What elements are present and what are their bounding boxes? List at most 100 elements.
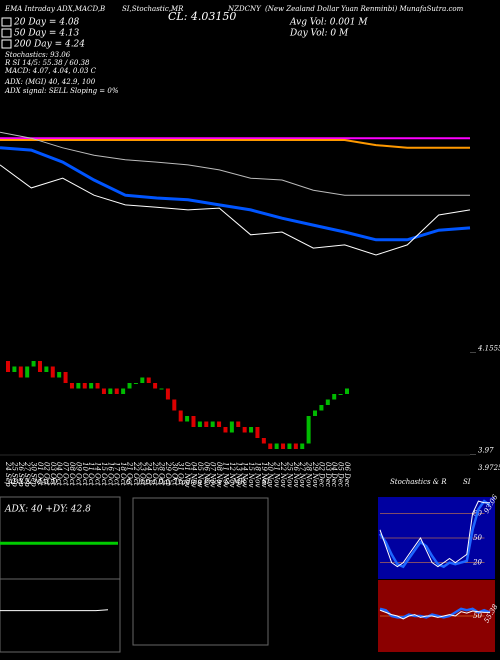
panel-title: SI	[463, 478, 471, 486]
series-line	[378, 499, 491, 569]
y-tick-label: 50	[473, 612, 482, 620]
symbol: NZDCNY	[227, 5, 262, 13]
candle-body	[217, 421, 222, 427]
x-tick-label: 21 Oct	[126, 461, 134, 486]
series-line	[0, 139, 470, 149]
candle-body	[255, 427, 260, 438]
candle-body	[159, 388, 164, 390]
candle-body	[63, 372, 68, 383]
x-tick-label: 18 Nov	[253, 462, 261, 487]
candle-body	[306, 416, 311, 444]
x-tick-label: 16 Oct	[106, 462, 114, 486]
panel-title: ADX & MACD	[7, 478, 58, 486]
y-tick-label: 3.97	[478, 447, 494, 455]
panel-label: 6	[126, 478, 131, 486]
x-tick-label: 20 Nov	[266, 461, 274, 487]
candle-body	[89, 383, 94, 389]
x-tick-label: 05 Dec	[337, 462, 345, 487]
y-tick-label: 50	[473, 534, 482, 542]
rsi: R SI 14/5: 55.38 / 60.38	[4, 59, 90, 67]
x-tick-label: 27 Sep	[23, 461, 31, 487]
x-tick-label: 25 Nov	[285, 461, 293, 487]
x-tick-label: 23 Oct	[138, 461, 146, 486]
x-tick-label: 12 Nov	[228, 462, 236, 487]
macd: MACD: 4.07, 4.04, 0.03 C	[4, 67, 97, 75]
studies: EMA Intraday ADX,MACD,B	[4, 5, 105, 13]
panel-title: Stochastics & R	[390, 478, 447, 486]
candle-body	[165, 388, 170, 400]
close-price: CL: 4.03150	[168, 10, 236, 23]
candle-body	[210, 421, 215, 427]
x-tick-label: 03 Dec	[324, 462, 332, 487]
x-tick-label: 31 Oct	[177, 462, 185, 486]
y-tick-label: 4.1555	[477, 344, 500, 352]
adx-panel	[0, 496, 121, 653]
candle-body	[319, 405, 324, 411]
x-tick-label: 01 Oct	[36, 462, 44, 486]
x-tick-label: 04 Dec	[330, 462, 338, 487]
series-line	[0, 131, 470, 196]
candle-body	[197, 421, 202, 427]
adx: ADX: (MGI) 40, 42.9, 100	[4, 78, 96, 86]
panel-title: SI	[262, 478, 270, 486]
candle-body	[242, 427, 247, 433]
x-tick-label: 27 Nov	[298, 461, 306, 487]
candle-body	[76, 383, 81, 389]
candle-body	[57, 372, 62, 378]
candle-body	[50, 366, 55, 378]
ema50: 50 Day = 4.13	[14, 29, 80, 39]
x-tick-label: 14 Oct	[94, 462, 102, 486]
x-tick-label: 28 Nov	[305, 461, 313, 487]
candle-body	[293, 443, 298, 449]
candle-body	[153, 383, 158, 389]
x-tick-label: 25 Sep	[10, 461, 18, 487]
candle-body	[268, 443, 273, 449]
candle-body	[229, 421, 234, 433]
candle-body	[274, 443, 279, 449]
stochastics: Stochastics: 93.06	[5, 51, 71, 59]
candle-body	[338, 394, 343, 395]
x-tick-label: 11 Oct	[87, 462, 95, 486]
candle-body	[287, 443, 292, 449]
x-tick-label: 22 Nov	[279, 461, 287, 487]
series-line	[0, 146, 471, 242]
series-line	[379, 500, 490, 568]
x-tick-label: 01 Nov	[183, 462, 191, 487]
x-tick-label: 11 Nov	[221, 462, 229, 487]
x-tick-label: 06 Dec	[343, 462, 351, 487]
candle-body	[204, 421, 209, 427]
x-tick-label: 18 Oct	[119, 462, 127, 486]
candle-body	[69, 383, 74, 389]
x-tick-label: 06 Nov	[202, 462, 210, 487]
x-tick-label: 05 Nov	[196, 462, 204, 487]
x-tick-label: 03 Oct	[49, 462, 57, 486]
x-tick-label: 02 Oct	[42, 462, 50, 486]
x-tick-label: 24 Sep	[4, 461, 12, 487]
candle-body	[31, 361, 36, 367]
x-tick-label: 24 Oct	[145, 461, 153, 486]
x-tick-label: 30 Oct	[170, 462, 178, 486]
x-tick-label: 22 Oct	[132, 461, 140, 486]
candle-body	[114, 388, 119, 394]
candle-body	[140, 377, 145, 383]
legend-box	[1, 17, 12, 27]
x-tick-label: 26 Sep	[17, 461, 25, 487]
candle-body	[133, 383, 138, 384]
candle-body	[325, 399, 330, 405]
x-tick-label: 17 Oct	[113, 462, 121, 486]
candle-body	[37, 361, 42, 372]
x-tick-label: 04 Oct	[55, 462, 63, 486]
x-tick-label: 21 Nov	[273, 461, 281, 487]
panel-title: Intra Day Trading Price & MR	[137, 478, 246, 486]
candle-body	[191, 416, 196, 427]
panel-label: ADX: 40 +DY: 42.8	[4, 505, 91, 515]
candle-body	[178, 410, 183, 422]
x-tick-label: 25 Oct	[151, 461, 159, 486]
x-tick-label: 15 Oct	[100, 462, 108, 486]
x-tick-label: 13 Nov	[234, 462, 242, 487]
x-tick-label: 07 Nov	[209, 462, 217, 487]
candle-body	[236, 421, 241, 427]
adx-signal: ADX signal: SELL Sloping = 0%	[4, 87, 119, 95]
candle-body	[25, 366, 30, 378]
